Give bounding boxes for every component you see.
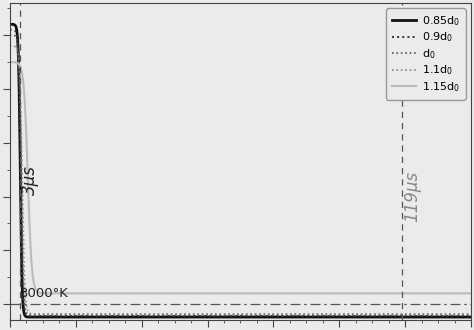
0.9d$_0$ xyxy=(7,28,13,32)
Legend: 0.85d$_0$, 0.9d$_0$, d$_0$, 1.1d$_0$, 1.15d$_0$: 0.85d$_0$, 0.9d$_0$, d$_0$, 1.1d$_0$, 1.… xyxy=(386,8,465,100)
d$_0$ xyxy=(386,313,392,317)
1.15d$_0$ xyxy=(91,291,96,295)
1.1d$_0$ xyxy=(468,312,474,316)
d$_0$ xyxy=(58,313,64,317)
1.15d$_0$ xyxy=(7,60,13,64)
0.85d$_0$ xyxy=(386,315,392,319)
1.15d$_0$ xyxy=(351,291,357,295)
0.85d$_0$ xyxy=(284,315,290,319)
d$_0$ xyxy=(91,313,97,317)
0.85d$_0$ xyxy=(351,315,357,319)
0.85d$_0$ xyxy=(307,315,313,319)
d$_0$ xyxy=(468,313,474,317)
d$_0$ xyxy=(307,313,313,317)
0.9d$_0$ xyxy=(183,314,189,318)
0.9d$_0$ xyxy=(91,314,97,318)
d$_0$ xyxy=(183,313,189,317)
Text: 3μs: 3μs xyxy=(21,165,39,195)
Line: 1.15d$_0$: 1.15d$_0$ xyxy=(10,62,471,293)
0.85d$_0$ xyxy=(91,315,97,319)
0.85d$_0$ xyxy=(468,315,474,319)
1.1d$_0$ xyxy=(91,312,97,316)
1.15d$_0$ xyxy=(307,291,313,295)
1.15d$_0$ xyxy=(284,291,290,295)
0.85d$_0$ xyxy=(183,315,189,319)
1.1d$_0$ xyxy=(7,44,13,48)
0.9d$_0$ xyxy=(351,314,357,318)
1.15d$_0$ xyxy=(183,291,189,295)
1.1d$_0$ xyxy=(183,312,189,316)
1.15d$_0$ xyxy=(386,291,392,295)
d$_0$ xyxy=(7,33,13,37)
Line: 1.1d$_0$: 1.1d$_0$ xyxy=(10,46,471,314)
0.9d$_0$ xyxy=(55,314,60,318)
0.9d$_0$ xyxy=(284,314,290,318)
0.9d$_0$ xyxy=(468,314,474,318)
Text: 119μs: 119μs xyxy=(404,171,422,222)
1.1d$_0$ xyxy=(386,312,392,316)
1.1d$_0$ xyxy=(307,312,313,316)
0.9d$_0$ xyxy=(386,314,392,318)
Line: 0.85d$_0$: 0.85d$_0$ xyxy=(10,24,471,317)
1.15d$_0$ xyxy=(468,291,474,295)
1.1d$_0$ xyxy=(65,312,71,316)
0.9d$_0$ xyxy=(307,314,313,318)
1.15d$_0$ xyxy=(98,291,104,295)
d$_0$ xyxy=(351,313,357,317)
0.85d$_0$ xyxy=(7,22,13,26)
1.1d$_0$ xyxy=(284,312,290,316)
d$_0$ xyxy=(284,313,290,317)
1.1d$_0$ xyxy=(351,312,357,316)
0.85d$_0$ xyxy=(51,315,57,319)
Line: d$_0$: d$_0$ xyxy=(10,35,471,315)
Line: 0.9d$_0$: 0.9d$_0$ xyxy=(10,30,471,316)
Text: 3000°K: 3000°K xyxy=(19,287,68,300)
